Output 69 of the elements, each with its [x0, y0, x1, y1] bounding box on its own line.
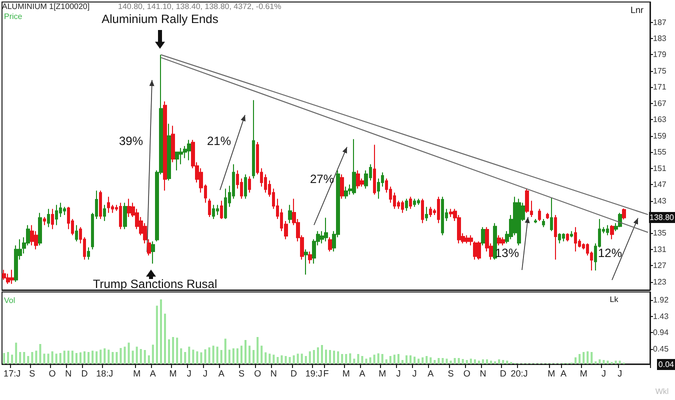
- x-tick-label: J: [186, 368, 192, 378]
- x-tick-label: D: [290, 368, 298, 378]
- annotation: Lnr: [630, 5, 644, 15]
- y-tick-label: 175: [653, 66, 667, 76]
- y-tick-label: 151: [653, 164, 667, 173]
- annotation: 21%: [206, 134, 232, 148]
- x-tick-label: S: [238, 368, 244, 378]
- y-axis-title: Vol: [4, 296, 16, 305]
- x-tick-label: A: [560, 368, 566, 378]
- x-tick-label: N: [480, 368, 486, 378]
- y-tick-label: 123: [653, 277, 667, 286]
- annotation: Lk: [610, 295, 618, 304]
- x-tick-label: A: [428, 368, 434, 378]
- y-tick-label: 0.45: [653, 344, 670, 354]
- y-tick-label: 167: [653, 98, 667, 108]
- annotation: 27%: [310, 172, 334, 186]
- x-tick-label: S: [448, 368, 454, 378]
- x-tick-label: S: [29, 368, 36, 378]
- x-tick-label: N: [65, 368, 72, 378]
- x-tick-label: D: [81, 368, 88, 378]
- x-tick-label: J: [601, 368, 606, 378]
- x-tick-label: M: [580, 368, 588, 378]
- x-tick-label: M: [342, 368, 350, 378]
- x-tick-label: A: [218, 368, 224, 378]
- x-tick-label: M: [548, 368, 556, 378]
- y-tick-label: 1.43: [653, 312, 670, 321]
- x-tick-label: D: [500, 368, 507, 378]
- x-tick-label: O: [254, 368, 262, 378]
- x-tick-label: 20:J: [510, 368, 528, 378]
- chart-subtitle: 140.80, 141.10, 138.40, 138.80, 4372, -0.61%: [118, 2, 282, 11]
- y-tick-label: 187: [653, 18, 667, 27]
- y-tick-label: 163: [653, 115, 667, 124]
- x-tick-label: M: [378, 368, 386, 378]
- annotation: Trump Sanctions Rusal: [92, 277, 218, 291]
- x-tick-label: O: [463, 368, 470, 378]
- annotation: 39%: [118, 134, 144, 148]
- x-tick-label: 17:J: [4, 368, 21, 378]
- text: Wkl: [655, 387, 669, 396]
- y-tick-label: 127: [653, 261, 667, 270]
- x-tick-label: 19:J: [305, 368, 322, 378]
- y-tick-label: 1.92: [653, 296, 670, 304]
- y-tick-label: 159: [653, 131, 667, 140]
- y-tick-label: 0.94: [653, 328, 670, 338]
- x-tick-label: O: [48, 368, 56, 378]
- y-tick-label: 171: [653, 82, 667, 92]
- y-tick-label: 147: [653, 180, 667, 190]
- x-tick-label: J: [396, 368, 401, 378]
- text: 0.04: [657, 359, 675, 370]
- x-tick-label: F: [323, 368, 330, 378]
- y-tick-label: 131: [653, 244, 667, 254]
- x-tick-label: J: [412, 368, 417, 378]
- x-tick-label: J: [203, 368, 208, 378]
- chart-title: ALUMINIUM 1[Z100020]: [2, 2, 90, 11]
- y-tick-label: 143: [653, 196, 667, 206]
- x-tick-label: M: [133, 368, 141, 378]
- annotation: 138.80: [648, 212, 675, 223]
- x-tick-label: A: [359, 368, 366, 378]
- y-tick-label: 135: [653, 228, 667, 238]
- x-tick-label: A: [150, 368, 156, 378]
- x-tick-label: 18:J: [96, 368, 114, 378]
- y-tick-label: 179: [653, 50, 667, 60]
- y-axis-title: Price: [4, 12, 22, 21]
- y-tick-label: 155: [653, 148, 667, 157]
- annotation: 12%: [598, 246, 622, 260]
- x-tick-label: M: [169, 368, 177, 378]
- y-tick-label: 183: [653, 34, 667, 44]
- annotation: Aluminium Rally Ends: [102, 12, 218, 26]
- x-tick-label: N: [270, 368, 277, 378]
- x-tick-label: J: [618, 368, 622, 378]
